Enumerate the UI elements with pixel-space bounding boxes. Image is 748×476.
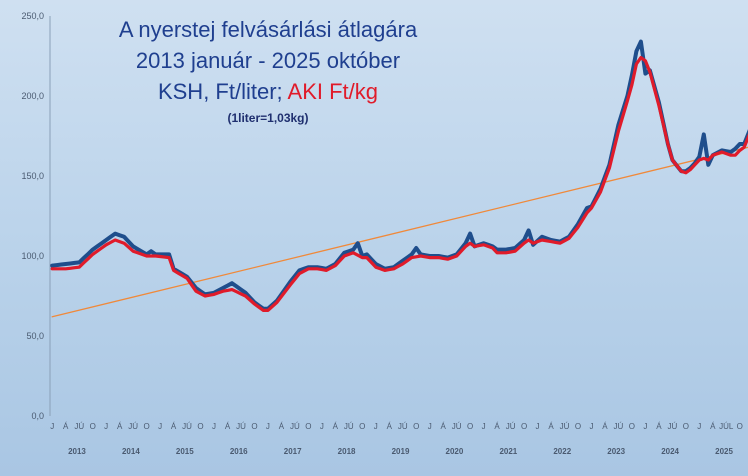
x-tick-label: JÚ: [344, 422, 354, 431]
x-tick-label: J: [482, 422, 486, 431]
x-tick-label: J: [50, 422, 54, 431]
x-year-label: 2019: [392, 447, 410, 456]
x-tick-label: JÚ: [398, 422, 408, 431]
x-year-label: 2013: [68, 447, 86, 456]
x-tick-label: O: [683, 422, 689, 431]
x-tick-label: Á: [387, 422, 393, 431]
x-tick-label: J: [589, 422, 593, 431]
x-tick-label: J: [374, 422, 378, 431]
x-year-label: 2025: [715, 447, 733, 456]
x-tick-label: JÚ: [560, 422, 570, 431]
x-tick-label: O: [143, 422, 149, 431]
x-year-label: 2017: [284, 447, 302, 456]
x-tick-label: JÚ: [667, 422, 677, 431]
x-tick-label: O: [737, 422, 743, 431]
x-year-label: 2020: [446, 447, 464, 456]
x-tick-label: O: [629, 422, 635, 431]
x-tick-label: J: [212, 422, 216, 431]
x-year-label: 2024: [661, 447, 679, 456]
x-year-label: 2015: [176, 447, 194, 456]
x-tick-label: O: [90, 422, 96, 431]
x-tick-label: O: [197, 422, 203, 431]
x-tick-label: O: [251, 422, 257, 431]
y-tick-label: 200,0: [21, 91, 44, 101]
chart-subtitle: 2013 január - 2025 október: [135, 48, 401, 73]
x-year-label: 2022: [553, 447, 571, 456]
x-tick-label: Á: [225, 422, 231, 431]
x-tick-label: Á: [117, 422, 123, 431]
y-tick-label: 100,0: [21, 251, 44, 261]
x-tick-label: O: [413, 422, 419, 431]
x-tick-label: JÚ: [182, 422, 192, 431]
x-tick-label: J: [320, 422, 324, 431]
x-tick-label: Á: [656, 422, 662, 431]
chart-title: A nyerstej felvásárlási átlagára: [118, 17, 418, 42]
x-tick-label: JÚ: [290, 422, 300, 431]
y-tick-label: 250,0: [21, 11, 44, 21]
x-tick-label: J: [536, 422, 540, 431]
x-tick-label: Á: [63, 422, 69, 431]
x-tick-label: JÚ: [614, 422, 624, 431]
x-tick-label: J: [428, 422, 432, 431]
x-tick-label: Á: [279, 422, 285, 431]
y-tick-label: 150,0: [21, 171, 44, 181]
x-tick-label: Á: [441, 422, 447, 431]
legend-ksh: KSH, Ft/liter;: [157, 79, 283, 104]
x-year-label: 2018: [338, 447, 356, 456]
y-tick-label: 50,0: [26, 331, 44, 341]
unit-note: (1liter=1,03kg): [227, 111, 309, 125]
x-tick-label: O: [575, 422, 581, 431]
x-tick-label: O: [359, 422, 365, 431]
y-tick-label: 0,0: [31, 411, 44, 421]
x-tick-label: Á: [333, 422, 339, 431]
x-year-label: 2023: [607, 447, 625, 456]
legend-line: KSH, Ft/liter; AKI Ft/kg: [98, 76, 438, 107]
x-tick-label: Á: [710, 422, 716, 431]
x-tick-label: JÚL: [719, 422, 734, 431]
x-tick-label: JÚ: [452, 422, 462, 431]
x-tick-label: JÚ: [74, 422, 84, 431]
series-aki-line: [50, 56, 748, 312]
x-tick-label: J: [697, 422, 701, 431]
x-tick-label: Á: [548, 422, 554, 431]
x-year-label: 2014: [122, 447, 140, 456]
x-tick-label: JÚ: [236, 422, 246, 431]
x-tick-label: Á: [602, 422, 608, 431]
legend-aki: AKI Ft/kg: [287, 79, 379, 104]
x-tick-label: J: [643, 422, 647, 431]
trend-line: [51, 146, 748, 318]
x-tick-label: J: [266, 422, 270, 431]
x-tick-label: J: [104, 422, 108, 431]
x-tick-label: O: [467, 422, 473, 431]
x-year-label: 2016: [230, 447, 248, 456]
x-tick-label: O: [521, 422, 527, 431]
x-tick-label: O: [305, 422, 311, 431]
x-tick-label: JÚ: [506, 422, 516, 431]
x-tick-label: JÚ: [128, 422, 138, 431]
x-tick-label: J: [158, 422, 162, 431]
x-tick-label: Á: [171, 422, 177, 431]
chart-title-block: A nyerstej felvásárlási átlagára 2013 ja…: [98, 14, 438, 127]
x-year-label: 2021: [499, 447, 517, 456]
x-tick-label: Á: [494, 422, 500, 431]
